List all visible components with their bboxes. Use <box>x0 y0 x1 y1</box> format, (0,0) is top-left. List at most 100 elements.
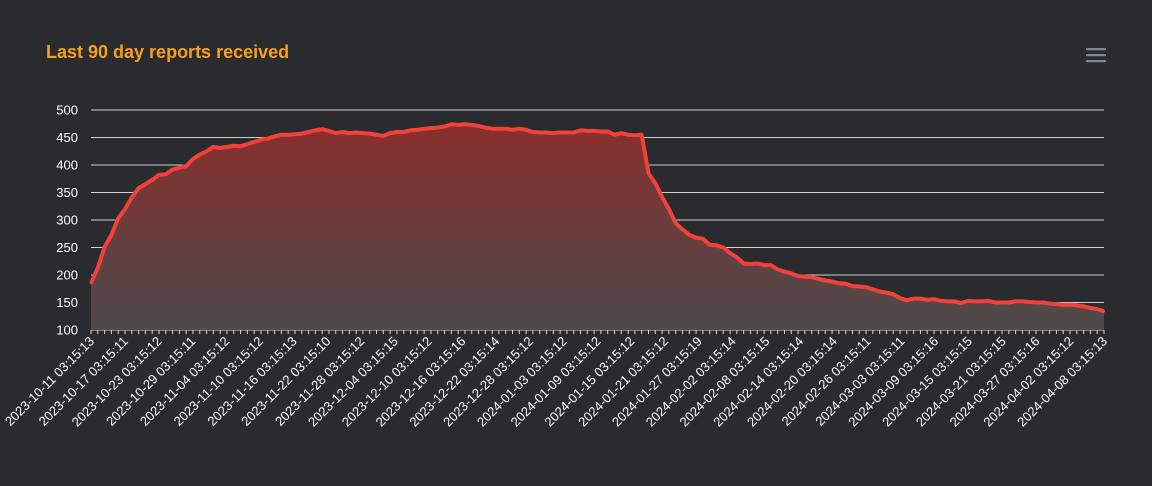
data-point <box>1082 305 1085 308</box>
data-point <box>613 133 616 136</box>
data-point <box>864 285 868 289</box>
data-point <box>946 300 949 303</box>
data-point <box>497 127 501 130</box>
data-point <box>987 299 990 303</box>
data-point <box>579 129 582 132</box>
data-point <box>654 181 657 185</box>
data-point <box>586 129 589 133</box>
data-point <box>327 129 331 133</box>
data-point <box>300 132 303 135</box>
data-point <box>388 131 392 135</box>
data-point <box>552 131 555 135</box>
data-point <box>232 144 235 147</box>
data-point <box>878 290 881 293</box>
data-point <box>341 130 344 134</box>
data-point <box>348 131 351 135</box>
data-point <box>518 127 521 130</box>
data-point <box>524 128 528 131</box>
data-point <box>708 243 711 246</box>
data-point <box>858 285 861 288</box>
y-tick-label: 400 <box>56 158 78 173</box>
data-point <box>871 288 875 291</box>
data-point <box>103 245 106 249</box>
data-point <box>470 123 473 127</box>
data-point <box>422 127 426 130</box>
data-point <box>966 299 970 303</box>
data-point <box>477 124 480 128</box>
data-point <box>1007 301 1011 304</box>
data-point <box>892 293 895 296</box>
data-point <box>402 130 405 134</box>
data-point <box>973 300 977 303</box>
data-point <box>660 195 664 199</box>
data-point <box>157 173 161 177</box>
data-point <box>123 207 127 211</box>
data-point <box>749 262 752 266</box>
data-point <box>354 131 358 134</box>
data-point <box>932 298 936 301</box>
data-point <box>286 133 290 136</box>
data-point <box>980 300 983 303</box>
data-point <box>443 125 446 128</box>
data-point <box>178 166 181 169</box>
data-point <box>293 133 297 136</box>
series-area <box>91 124 1104 330</box>
data-point <box>334 131 337 135</box>
data-point <box>259 138 263 141</box>
data-point <box>756 262 759 265</box>
y-tick-label: 300 <box>56 213 78 228</box>
data-point <box>382 134 385 138</box>
data-point <box>592 129 596 133</box>
y-tick-label: 200 <box>56 268 78 283</box>
y-tick-label: 450 <box>56 130 78 145</box>
data-point <box>368 132 371 135</box>
y-tick-label: 150 <box>56 295 78 310</box>
y-axis-labels: 100 150 200 250 300 350 400 450 500 <box>56 103 78 338</box>
hamburger-menu-icon[interactable] <box>1083 46 1109 66</box>
data-point <box>361 131 365 135</box>
data-point <box>783 270 786 273</box>
data-point <box>531 130 535 134</box>
y-tick-label: 350 <box>56 185 78 200</box>
data-point <box>484 126 487 129</box>
data-point <box>1041 301 1045 304</box>
data-point <box>851 284 854 288</box>
data-point <box>545 131 548 134</box>
data-point <box>266 137 269 140</box>
data-point <box>538 131 541 134</box>
data-point <box>735 256 739 259</box>
data-point <box>490 127 494 130</box>
data-point <box>239 145 242 148</box>
data-point <box>511 128 514 131</box>
data-point <box>885 291 888 294</box>
data-point <box>565 131 569 134</box>
data-point <box>960 301 963 305</box>
data-point <box>273 135 276 138</box>
data-point <box>1055 302 1058 306</box>
data-point <box>681 228 684 231</box>
y-tick-label: 100 <box>56 323 78 338</box>
data-point <box>667 207 671 211</box>
data-point <box>96 266 99 270</box>
data-point <box>205 150 208 153</box>
data-point <box>191 157 195 161</box>
data-point <box>137 186 140 190</box>
data-point <box>246 142 249 146</box>
data-point <box>504 127 507 130</box>
data-point <box>1075 304 1079 307</box>
data-point <box>694 236 698 239</box>
data-point <box>994 301 997 304</box>
data-point <box>429 126 433 130</box>
data-point <box>647 172 650 175</box>
data-point <box>1102 310 1106 313</box>
data-point <box>1068 303 1072 306</box>
data-point <box>89 282 93 285</box>
data-point <box>1021 300 1024 303</box>
data-point <box>171 168 174 171</box>
data-point <box>130 196 133 199</box>
data-point <box>395 130 399 134</box>
data-point <box>728 251 732 255</box>
data-point <box>307 130 310 134</box>
